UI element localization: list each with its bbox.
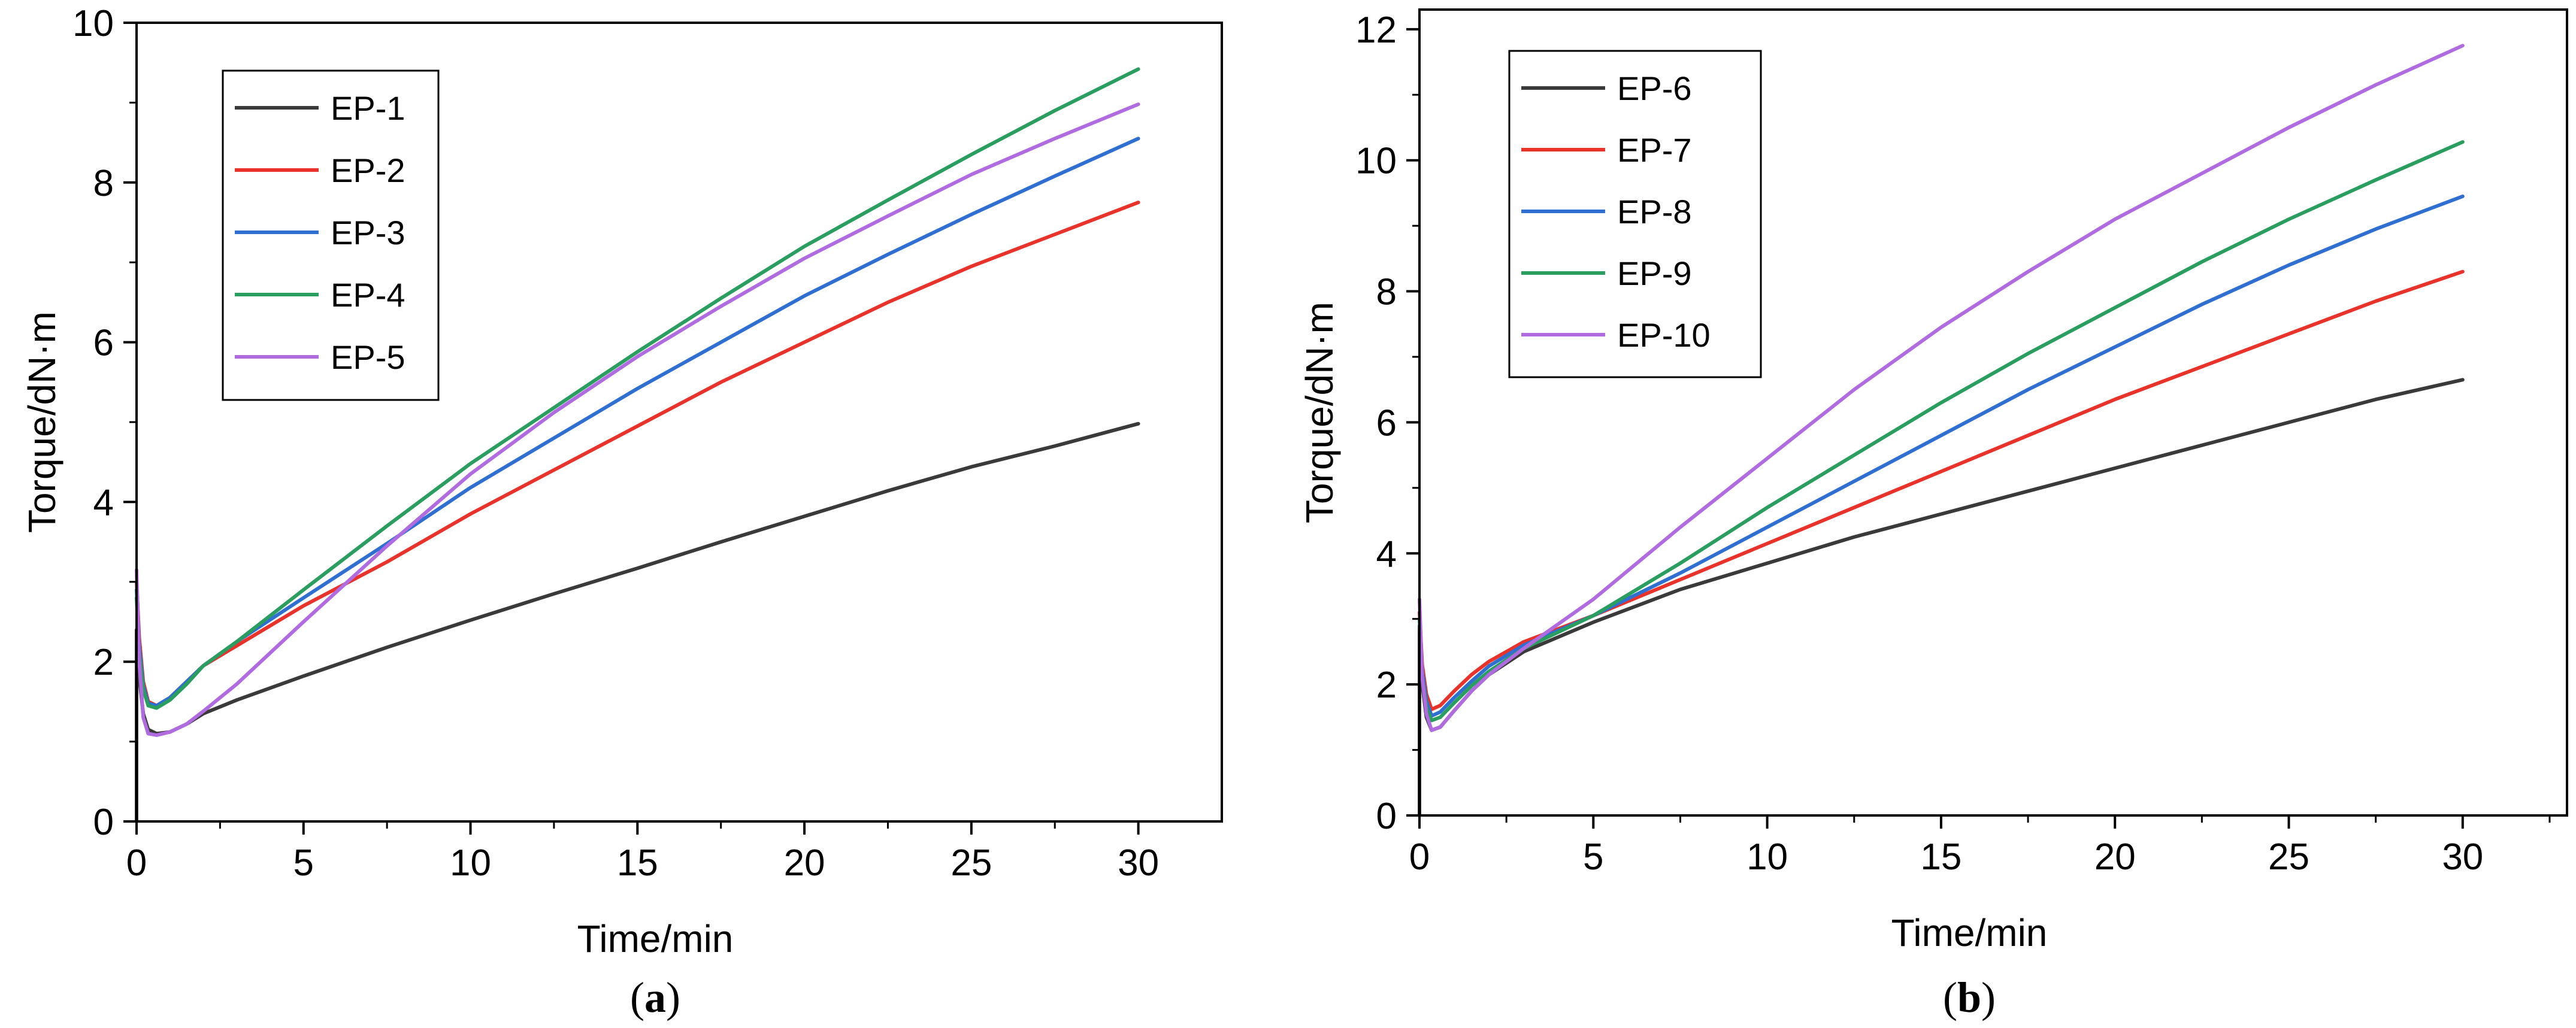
legend-label: EP-7 — [1617, 131, 1692, 169]
x-axis-title-b: Time/min — [1891, 911, 2048, 954]
series-line-ep-5 — [135, 102, 1140, 737]
legend-b: EP-6 EP-7 EP-8 EP-9 EP-10 — [1508, 50, 1762, 378]
legend-label: EP-5 — [331, 338, 405, 376]
legend-label: EP-3 — [331, 214, 405, 251]
panel-label-a: a — [644, 974, 666, 1021]
plot-area-b — [1418, 8, 2568, 817]
y-axis-title-a: Torque/dN·m — [20, 311, 63, 533]
series-line-ep-9 — [1418, 140, 2465, 723]
x-axis-b: 0 5 10 15 20 25 30 — [1409, 815, 2551, 878]
x-axis-a: 0 5 10 15 20 25 30 — [126, 821, 1159, 884]
legend-label: EP-10 — [1617, 316, 1711, 354]
y-tick-label: 0 — [93, 802, 114, 843]
x-tick-label: 25 — [951, 842, 992, 884]
series-line-ep-8 — [1418, 194, 2465, 718]
y-tick-label: 6 — [1376, 402, 1397, 444]
series-line-ep-4 — [135, 67, 1140, 710]
legend-label: EP-8 — [1617, 193, 1692, 231]
y-tick-label: 0 — [1376, 796, 1397, 837]
y-tick-label: 10 — [72, 3, 114, 44]
y-tick-label: 8 — [1376, 272, 1397, 313]
series-lines-a — [135, 67, 1140, 823]
legend-a: EP-1 EP-2 EP-3 EP-4 EP-5 — [222, 69, 440, 401]
x-tick-label: 30 — [1118, 842, 1159, 884]
series-line-ep-3 — [135, 137, 1140, 708]
chart-panel-a: 0 5 10 15 20 25 30 0 2 4 6 8 10 Time/min Torque/dN·… — [20, 3, 1223, 1021]
x-tick-label: 25 — [2268, 836, 2309, 878]
x-tick-label: 15 — [617, 842, 658, 884]
y-tick-label: 12 — [1355, 10, 1397, 51]
y-axis-a: 0 2 4 6 8 10 — [72, 3, 137, 843]
y-tick-label: 4 — [93, 482, 114, 523]
legend-label: EP-1 — [331, 89, 405, 127]
y-axis-title-b: Torque/dN·m — [1298, 302, 1341, 523]
x-tick-label: 0 — [126, 842, 147, 884]
x-tick-label: 15 — [1920, 836, 1961, 878]
x-tick-label: 20 — [2094, 836, 2136, 878]
series-line-ep-10 — [1418, 44, 2465, 732]
x-tick-label: 5 — [1583, 836, 1603, 878]
x-tick-label: 30 — [2442, 836, 2483, 878]
x-tick-label: 10 — [1746, 836, 1788, 878]
x-axis-title-a: Time/min — [577, 917, 734, 960]
y-axis-b: 0 2 4 6 8 10 12 — [1355, 10, 1419, 837]
panel-label-b: b — [1957, 974, 1981, 1021]
y-tick-label: 2 — [1376, 665, 1397, 706]
y-tick-label: 8 — [93, 163, 114, 204]
panel-caption-b: (b) — [1943, 974, 1996, 1021]
series-lines-b — [1418, 44, 2465, 817]
legend-box — [1508, 50, 1762, 378]
x-tick-label: 10 — [450, 842, 491, 884]
legend-label: EP-4 — [331, 276, 405, 314]
x-tick-label: 5 — [293, 842, 314, 884]
legend-box — [222, 69, 440, 401]
legend-label: EP-2 — [331, 151, 405, 189]
y-tick-label: 4 — [1376, 533, 1397, 575]
y-tick-label: 2 — [93, 642, 114, 683]
x-tick-label: 0 — [1409, 836, 1430, 878]
x-tick-label: 20 — [784, 842, 825, 884]
legend-label: EP-6 — [1617, 69, 1692, 107]
series-line-ep-7 — [1418, 269, 2465, 711]
y-tick-label: 10 — [1355, 141, 1397, 182]
chart-panel-b: 0 5 10 15 20 25 30 0 2 4 6 8 10 12 Time/min Torque/d… — [1298, 8, 2568, 1021]
y-tick-label: 6 — [93, 323, 114, 364]
panel-caption-a: (a) — [630, 974, 680, 1021]
legend-label: EP-9 — [1617, 254, 1692, 292]
